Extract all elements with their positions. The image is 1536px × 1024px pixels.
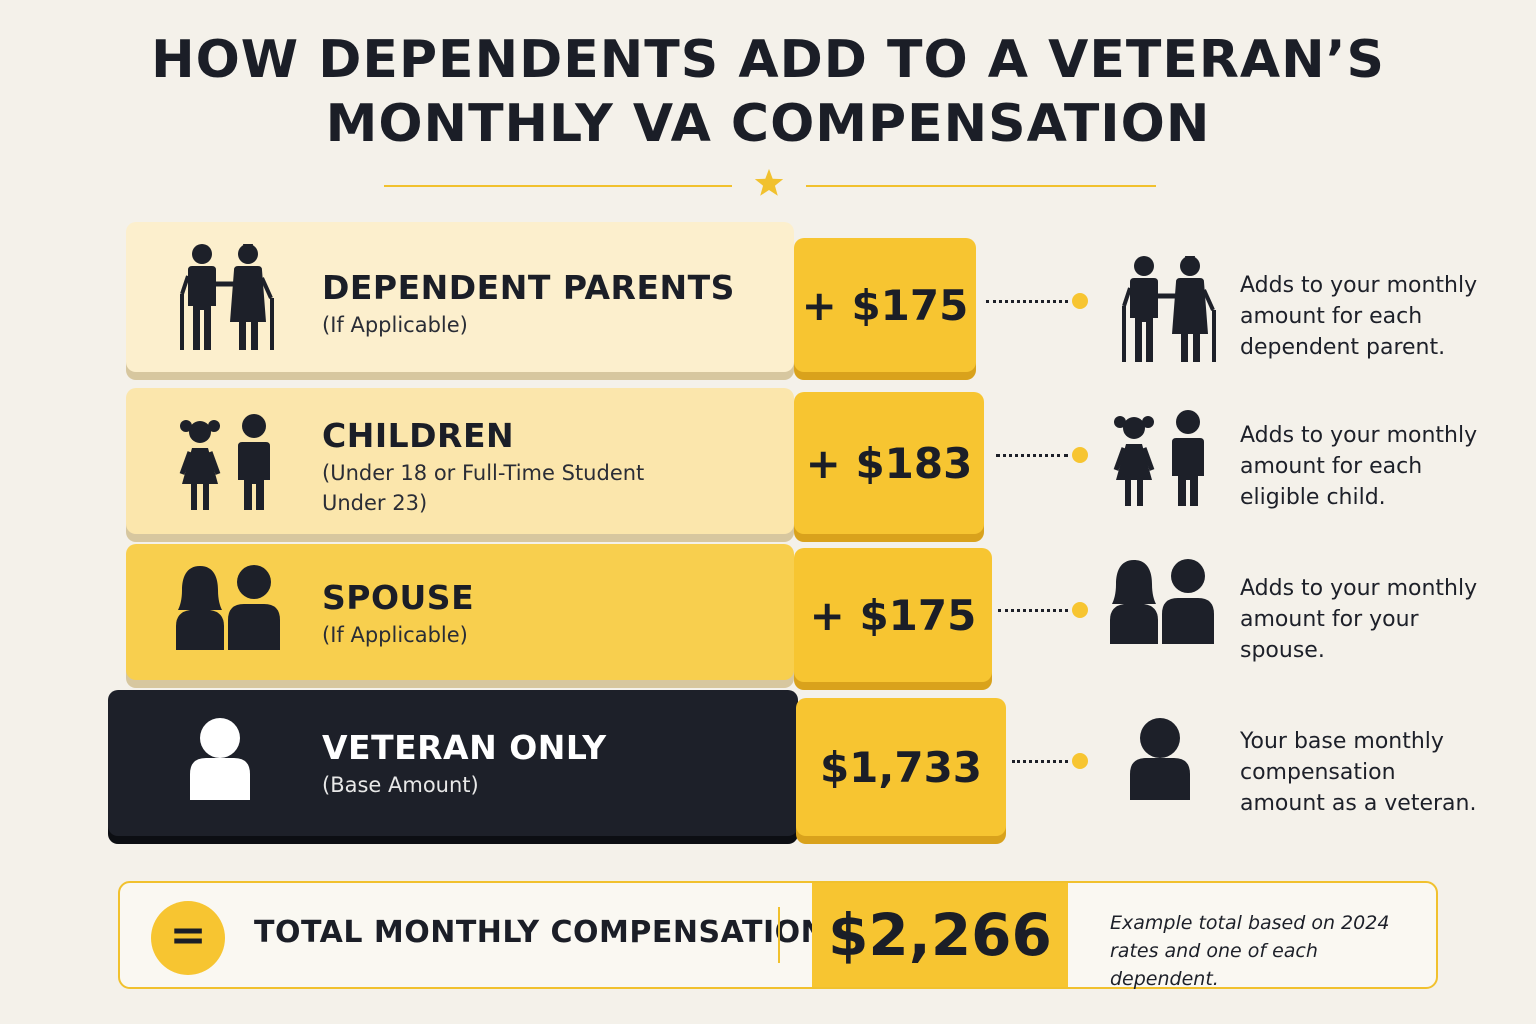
children-icon xyxy=(178,414,278,512)
total-divider xyxy=(778,907,780,963)
parents-icon xyxy=(180,244,276,352)
equals-icon: = xyxy=(151,901,225,975)
spouse-icon xyxy=(1110,559,1214,644)
title-line-2: MONTHLY VA COMPENSATION xyxy=(325,94,1211,154)
tier-value: + $175 xyxy=(794,548,992,682)
spouse-icon xyxy=(176,565,280,650)
title-divider-left xyxy=(384,185,732,187)
page-title: HOW DEPENDENTS ADD TO A VETERAN’S MONTHL… xyxy=(0,28,1536,156)
equals-symbol: = xyxy=(169,910,207,961)
total-panel: = TOTAL MONTHLY COMPENSATION $2,266 Exam… xyxy=(118,881,1438,990)
total-label: TOTAL MONTHLY COMPENSATION xyxy=(254,915,827,950)
tier-name: VETERAN ONLY xyxy=(322,728,607,767)
tier-label-box xyxy=(126,388,794,534)
connector-dots xyxy=(986,293,1088,309)
tier-value: + $175 xyxy=(794,238,976,372)
tier-name: CHILDREN xyxy=(322,416,515,455)
tier-subtitle: (Base Amount) xyxy=(322,773,479,797)
tier-subtitle: (If Applicable) xyxy=(322,623,468,647)
total-note: Example total based on 2024 rates and on… xyxy=(1110,912,1390,990)
connector-dots xyxy=(1012,753,1088,769)
tier-value: + $183 xyxy=(794,392,984,534)
parents-icon xyxy=(1122,256,1218,364)
tier-value: $1,733 xyxy=(796,698,1006,836)
children-icon xyxy=(1112,410,1212,508)
star-icon xyxy=(754,168,784,196)
veteran-icon xyxy=(190,718,250,800)
connector-dots xyxy=(998,602,1088,618)
tier-description: Adds to your monthly amount for each eli… xyxy=(1240,423,1478,510)
title-line-1: HOW DEPENDENTS ADD TO A VETERAN’S xyxy=(151,30,1385,90)
tier-subtitle: (If Applicable) xyxy=(322,313,468,337)
tier-description: Adds to your monthly amount for each dep… xyxy=(1240,273,1478,360)
tier-description: Adds to your monthly amount for your spo… xyxy=(1240,576,1478,663)
total-amount: $2,266 xyxy=(812,883,1068,987)
tier-name: SPOUSE xyxy=(322,578,475,617)
tier-subtitle: (Under 18 or Full-Time Student Under 23) xyxy=(322,461,645,515)
connector-dots xyxy=(996,447,1088,463)
tier-name: DEPENDENT PARENTS xyxy=(322,268,735,307)
veteran-icon xyxy=(1130,718,1190,800)
tier-description: Your base monthly compensation amount as… xyxy=(1240,729,1477,816)
title-divider-right xyxy=(806,185,1156,187)
